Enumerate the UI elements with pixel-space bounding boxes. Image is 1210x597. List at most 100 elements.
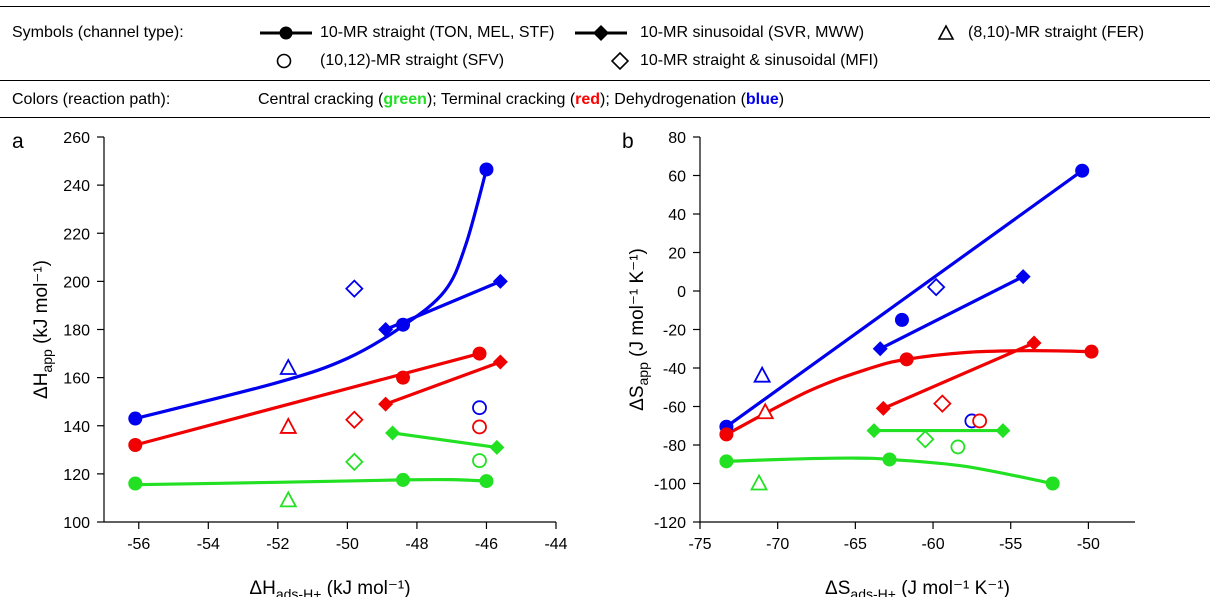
legend-item-mfi: 10-MR straight & sinusoidal (MFI) — [640, 52, 879, 69]
fit-line-blue-filled-circle — [724, 169, 1084, 429]
y-tick-label: 200 — [63, 274, 90, 291]
data-point-red-open-circle — [472, 419, 487, 435]
fit-line-red-filled-diamond — [881, 341, 1036, 411]
chart-panel-a: a 100 120 140 160 180 200 220 240 260 -56 -54 -52 -50… — [12, 130, 568, 597]
data-point-green-filled-circle — [882, 452, 897, 467]
y-tick-label: 220 — [63, 226, 90, 243]
fit-line-green-filled-circle — [133, 477, 489, 487]
data-point-blue-filled-circle — [1075, 163, 1090, 178]
data-point-green-open-circle — [472, 453, 487, 469]
legend-marker-open-circle — [276, 53, 292, 69]
y-tick-label: -80 — [663, 438, 686, 455]
panel-label-b: b — [622, 130, 634, 153]
panel-label-a: a — [12, 130, 24, 153]
x-tick-label: -55 — [999, 536, 1022, 553]
x-tick-label: -56 — [127, 536, 150, 553]
y-tick-label: 60 — [668, 169, 686, 186]
data-point-green-filled-circle — [128, 476, 143, 491]
x-tick-label: -54 — [197, 536, 220, 553]
y-tick-label: -40 — [663, 361, 686, 378]
data-point-blue-open-diamond — [926, 277, 946, 297]
legend-marker-open-triangle — [937, 24, 955, 40]
data-point-red-filled-circle — [1084, 344, 1099, 359]
y-tick-label: 20 — [668, 246, 686, 263]
data-point-red-open-triangle — [279, 417, 298, 434]
data-point-blue-open-triangle — [279, 358, 298, 375]
data-point-green-open-diamond — [345, 452, 364, 472]
x-tick-label: -44 — [544, 536, 567, 553]
colors-text-red: red — [575, 91, 601, 108]
data-point-blue-filled-diamond — [1015, 269, 1031, 285]
colors-text-green: green — [383, 91, 427, 108]
colors-text-blue: blue — [745, 91, 779, 108]
fit-line-red-filled-diamond — [384, 360, 502, 406]
x-tick-label: -50 — [336, 536, 359, 553]
fit-line-green-filled-circle — [724, 456, 1055, 486]
x-tick-label: -50 — [1077, 536, 1100, 553]
data-point-green-open-triangle — [750, 473, 769, 491]
colors-text-4: ) — [778, 91, 785, 108]
data-point-green-filled-circle — [479, 474, 494, 489]
x-tick-label: -48 — [405, 536, 428, 553]
data-point-green-filled-circle — [719, 454, 734, 469]
legend-marker-filled-circle — [260, 26, 312, 40]
y-tick-label: -100 — [654, 477, 686, 494]
y-tick-label: 180 — [63, 323, 90, 340]
data-point-red-filled-circle — [472, 346, 487, 361]
data-point-red-open-triangle — [756, 402, 775, 420]
x-axis-label: ΔHads-H+ (kJ mol⁻¹) — [249, 578, 410, 597]
fit-line-blue-filled-diamond — [878, 274, 1025, 351]
data-point-green-filled-circle — [396, 472, 411, 487]
data-point-green-open-diamond — [915, 429, 935, 449]
y-tick-label: 0 — [677, 284, 686, 301]
colors-label: Colors (reaction path): — [12, 91, 171, 108]
legend-item-10mr-sinusoidal: 10-MR sinusoidal (SVR, MWW) — [640, 24, 865, 41]
data-point-blue-open-diamond — [345, 279, 364, 298]
data-point-blue-filled-circle — [128, 411, 143, 426]
data-point-red-filled-diamond — [492, 354, 508, 370]
symbols-label: Symbols (channel type): — [12, 24, 184, 41]
legend-marker-open-diamond — [610, 51, 630, 71]
colors-text-1: Central cracking ( — [258, 91, 384, 108]
x-axis-label: ΔSads-H+ (J mol⁻¹ K⁻¹) — [825, 578, 1010, 597]
data-point-blue-filled-diamond — [492, 273, 508, 289]
data-point-blue-filled-diamond — [378, 322, 394, 337]
y-axis-label: ΔHapp (kJ mol⁻¹) — [31, 260, 55, 399]
fit-line-blue-filled-circle — [133, 167, 489, 421]
legend-item-10-12mr: (10,12)-MR straight (SFV) — [320, 52, 505, 69]
colors-text-3: ); Dehydrogenation ( — [600, 91, 746, 108]
y-axis-label: ΔSapp (J mol⁻¹ K⁻¹) — [627, 248, 651, 411]
colors-description: Central cracking (green); Terminal crack… — [258, 91, 784, 109]
chart-panel-b: b -120 -100 -80 -60 -40 -20 0 20 40 60 80 -75 -70 -65 -… — [622, 130, 1135, 597]
legend-marker-filled-diamond — [575, 25, 627, 41]
data-point-red-filled-circle — [899, 352, 914, 367]
data-point-green-open-circle — [950, 439, 966, 455]
data-point-red-filled-circle — [128, 438, 143, 452]
legend-top-rule — [0, 6, 1210, 7]
y-tick-label: 80 — [668, 130, 686, 147]
data-point-blue-filled-diamond — [872, 341, 888, 357]
legend-item-8-10mr: (8,10)-MR straight (FER) — [968, 24, 1145, 41]
data-point-green-filled-diamond — [385, 425, 401, 441]
data-point-blue-filled-circle — [396, 317, 411, 332]
data-point-red-open-circle — [972, 413, 988, 429]
x-tick-label: -46 — [475, 536, 498, 553]
y-tick-label: -120 — [654, 515, 686, 532]
data-point-red-filled-diamond — [875, 400, 891, 416]
legend-bottom-rule — [0, 117, 1210, 118]
x-tick-label: -70 — [766, 536, 789, 553]
y-tick-label: 240 — [63, 178, 90, 195]
data-point-green-filled-circle — [1045, 476, 1060, 491]
colors-text-2: ); Terminal cracking ( — [426, 91, 576, 108]
y-tick-label: 100 — [63, 515, 90, 532]
y-tick-label: 260 — [63, 130, 90, 147]
y-tick-label: -20 — [663, 323, 686, 340]
y-tick-label: -60 — [663, 400, 686, 417]
y-tick-label: 160 — [63, 371, 90, 388]
legend-item-10mr-straight: 10-MR straight (TON, MEL, STF) — [320, 24, 555, 41]
x-tick-label: -52 — [266, 536, 289, 553]
data-point-red-filled-diamond — [1026, 335, 1042, 351]
data-point-blue-filled-circle — [479, 162, 494, 177]
legend-middle-rule — [0, 80, 1210, 81]
